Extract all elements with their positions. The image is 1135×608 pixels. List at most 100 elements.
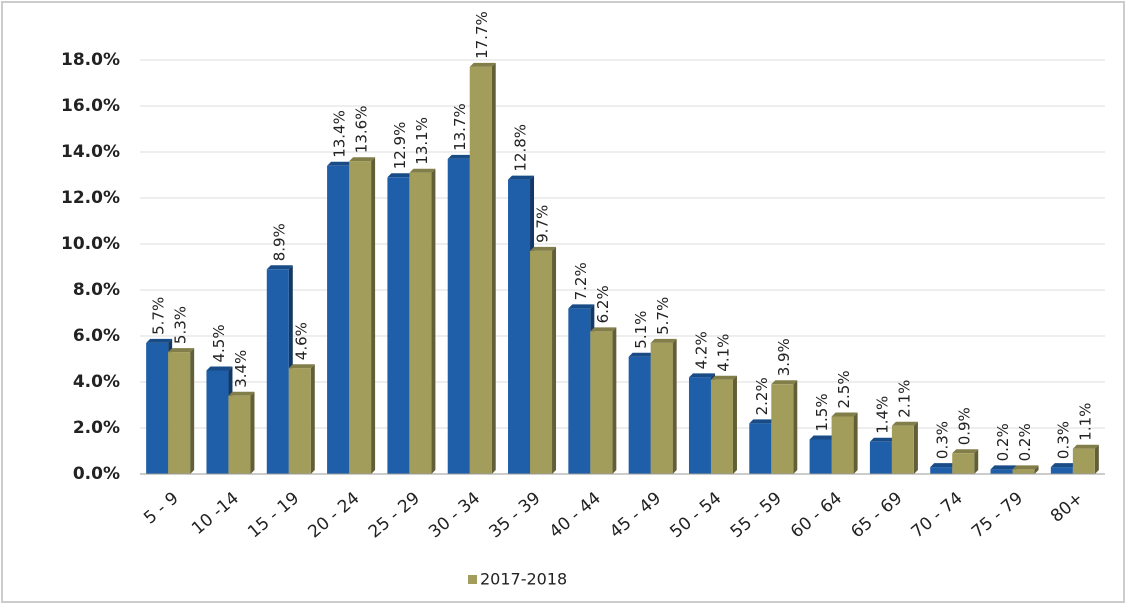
data-label: 13.7% bbox=[451, 103, 469, 151]
y-tick-label: 4.0% bbox=[73, 372, 120, 392]
bar-side bbox=[913, 421, 918, 474]
data-label: 5.7% bbox=[150, 297, 168, 335]
data-label: 7.2% bbox=[572, 262, 590, 300]
bar-top bbox=[168, 348, 195, 353]
data-label: 3.4% bbox=[232, 350, 250, 388]
bar-top bbox=[869, 437, 896, 442]
data-label: 6.2% bbox=[594, 285, 612, 323]
bar-top bbox=[530, 246, 557, 251]
bar-top bbox=[710, 375, 737, 380]
bar bbox=[1012, 469, 1035, 474]
bar-top bbox=[891, 421, 918, 426]
bar bbox=[869, 441, 892, 474]
bar-side bbox=[612, 327, 617, 474]
bar bbox=[749, 423, 772, 474]
y-tick-label: 2.0% bbox=[73, 418, 120, 438]
data-label: 0.9% bbox=[956, 407, 974, 445]
bar bbox=[146, 342, 169, 474]
data-label: 13.1% bbox=[413, 117, 431, 165]
bar-top bbox=[590, 327, 617, 332]
bar-side bbox=[853, 412, 858, 474]
data-label: 2.1% bbox=[895, 380, 913, 418]
bar-top bbox=[568, 304, 595, 309]
data-label: 5.7% bbox=[654, 297, 672, 335]
bar-side bbox=[431, 168, 436, 474]
bar-side bbox=[250, 391, 255, 474]
bar-top bbox=[749, 419, 776, 424]
data-label: 1.1% bbox=[1076, 403, 1094, 441]
bar-side bbox=[190, 348, 195, 474]
data-label: 5.3% bbox=[172, 306, 190, 344]
bar-top bbox=[771, 380, 798, 385]
bar-side bbox=[1034, 465, 1039, 474]
bar-top bbox=[327, 161, 354, 166]
bar bbox=[409, 172, 432, 474]
bar bbox=[228, 395, 251, 474]
bar bbox=[327, 165, 350, 475]
bar-top bbox=[228, 391, 255, 396]
y-tick-label: 10.0% bbox=[61, 234, 120, 254]
bar-top bbox=[469, 62, 496, 67]
data-label: 3.9% bbox=[775, 338, 793, 376]
bar bbox=[387, 177, 410, 475]
bar bbox=[206, 370, 229, 474]
bar-top bbox=[447, 154, 474, 159]
bar-top bbox=[809, 435, 836, 440]
bar bbox=[891, 425, 914, 474]
bar bbox=[288, 368, 311, 474]
bar bbox=[168, 352, 191, 474]
data-label: 0.2% bbox=[1016, 423, 1034, 461]
bar bbox=[710, 379, 733, 474]
bar bbox=[447, 158, 470, 474]
data-label: 17.7% bbox=[473, 11, 491, 59]
data-label: 4.1% bbox=[714, 334, 732, 372]
bar-top bbox=[990, 465, 1017, 470]
bar-side bbox=[974, 449, 979, 474]
data-label: 1.5% bbox=[813, 393, 831, 431]
bar bbox=[628, 356, 651, 474]
bar-side bbox=[732, 375, 737, 474]
legend-swatch bbox=[468, 575, 477, 584]
data-label: 13.6% bbox=[353, 106, 371, 154]
bar bbox=[1050, 467, 1073, 474]
bar-top bbox=[650, 338, 677, 343]
data-label: 12.9% bbox=[391, 122, 409, 170]
data-label: 0.3% bbox=[934, 421, 952, 459]
bar bbox=[771, 384, 794, 474]
data-label: 0.3% bbox=[1054, 421, 1072, 459]
bar bbox=[508, 179, 531, 474]
bar-top bbox=[146, 338, 173, 343]
bar-top bbox=[930, 463, 957, 468]
bar-top bbox=[387, 173, 414, 178]
data-label: 9.7% bbox=[534, 205, 552, 243]
bar-top bbox=[206, 366, 233, 371]
bar-top bbox=[628, 352, 655, 357]
bar-top bbox=[1072, 444, 1099, 449]
bar bbox=[809, 439, 832, 474]
y-tick-label: 18.0% bbox=[61, 50, 120, 70]
bar bbox=[1072, 448, 1095, 474]
data-label: 8.9% bbox=[270, 223, 288, 261]
bar-top bbox=[1050, 463, 1077, 468]
bar-top bbox=[349, 157, 376, 162]
bar bbox=[469, 66, 492, 475]
bar bbox=[568, 308, 591, 474]
bar-top bbox=[409, 168, 436, 173]
bar-top bbox=[831, 412, 858, 417]
bar bbox=[349, 161, 372, 474]
bar bbox=[590, 331, 613, 474]
bar bbox=[930, 467, 953, 474]
data-label: 4.6% bbox=[292, 322, 310, 360]
bar-top bbox=[288, 364, 315, 369]
data-label: 2.2% bbox=[753, 377, 771, 415]
y-tick-label: 14.0% bbox=[61, 142, 120, 162]
bar bbox=[688, 377, 711, 474]
bar-side bbox=[793, 380, 798, 474]
data-label: 13.4% bbox=[331, 110, 349, 158]
bar bbox=[530, 250, 553, 474]
y-tick-label: 12.0% bbox=[61, 188, 120, 208]
bar-side bbox=[491, 62, 496, 475]
y-tick-label: 16.0% bbox=[61, 96, 120, 116]
